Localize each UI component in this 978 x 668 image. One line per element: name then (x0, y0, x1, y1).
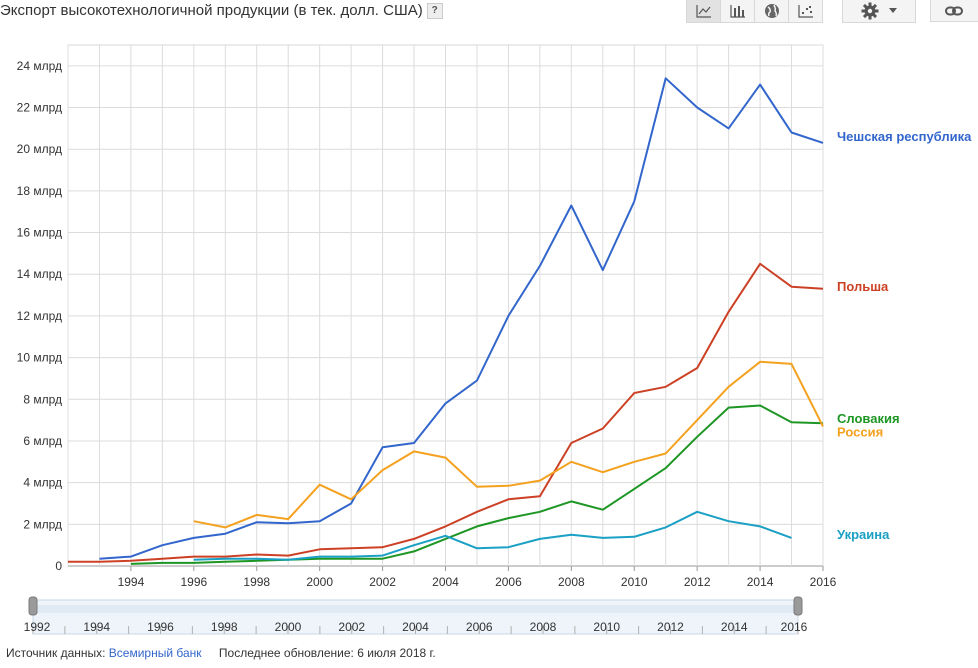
series-line[interactable] (99, 77, 824, 560)
x-tick-label: 2006 (495, 575, 522, 589)
slider-tick-label: 2004 (402, 620, 429, 634)
y-tick-label: 16 млрд (17, 226, 62, 240)
x-tick-label: 2000 (306, 575, 333, 589)
series-label[interactable]: Польша (837, 279, 889, 294)
slider-tick-label: 2002 (338, 620, 365, 634)
slider-tick-label: 2008 (530, 620, 557, 634)
page-title: Экспорт высокотехнологичной продукции (в… (0, 2, 443, 20)
y-tick-label: 4 млрд (23, 476, 62, 490)
source-link[interactable]: Всемирный банк (108, 646, 202, 660)
x-tick-label: 2016 (810, 575, 837, 589)
y-tick-label: 0 (55, 559, 62, 573)
bar-chart-button[interactable] (721, 0, 755, 22)
y-tick-label: 14 млрд (17, 267, 62, 281)
slider-tick-label: 2006 (466, 620, 493, 634)
scatter-chart-button[interactable] (789, 0, 822, 22)
slider-tick-label: 2012 (657, 620, 684, 634)
map-button[interactable] (755, 0, 789, 22)
link-icon (945, 6, 963, 15)
x-tick-label: 2004 (432, 575, 459, 589)
range-slider-track (33, 605, 798, 613)
y-tick-label: 18 млрд (17, 184, 62, 198)
slider-tick-label: 2014 (721, 620, 748, 634)
x-tick-label: 2014 (747, 575, 774, 589)
series-label[interactable]: Чешская республика (837, 129, 972, 144)
range-end-handle[interactable] (793, 596, 803, 616)
settings-button[interactable] (842, 0, 916, 23)
series-line[interactable] (130, 404, 824, 565)
y-tick-label: 22 млрд (17, 101, 62, 115)
slider-tick-label: 1992 (24, 620, 51, 634)
slider-tick-label: 1996 (147, 620, 174, 634)
series-line[interactable] (68, 262, 824, 563)
y-tick-label: 6 млрд (23, 434, 62, 448)
last-updated: Последнее обновление: 6 июля 2018 г. (218, 646, 436, 660)
scatter-chart-icon (797, 5, 813, 18)
source-label: Источник данных: (6, 646, 106, 660)
y-tick-label: 12 млрд (17, 309, 62, 323)
series-label[interactable]: Украина (837, 527, 890, 542)
x-tick-label: 2010 (621, 575, 648, 589)
footer: Источник данных: Всемирный банк Последне… (6, 646, 436, 660)
line-chart-button[interactable] (687, 0, 721, 22)
x-tick-label: 2012 (684, 575, 711, 589)
range-start-handle[interactable] (28, 596, 38, 616)
slider-tick-label: 1998 (211, 620, 238, 634)
chevron-down-icon (889, 8, 897, 13)
slider-tick-label: 2010 (593, 620, 620, 634)
chart-title: Экспорт высокотехнологичной продукции (в… (0, 2, 423, 19)
series-label[interactable]: Словакия (837, 411, 900, 426)
series-line[interactable] (193, 360, 824, 529)
share-link-button[interactable] (930, 0, 978, 22)
y-tick-label: 20 млрд (17, 142, 62, 156)
x-tick-label: 1996 (180, 575, 207, 589)
slider-tick-label: 2000 (275, 620, 302, 634)
gear-icon (861, 2, 879, 20)
globe-icon (764, 4, 779, 18)
y-tick-label: 24 млрд (17, 59, 62, 73)
line-chart-icon (695, 5, 711, 18)
series-label[interactable]: Россия (837, 424, 883, 439)
chart-type-toolbar (686, 0, 823, 23)
line-chart: 0 2 млрд 4 млрд 6 млрд 8 млрд 10 млрд 12 млрд 1… (17, 44, 972, 635)
y-tick-label: 10 млрд (17, 351, 62, 365)
slider-tick-label: 1994 (83, 620, 110, 634)
slider-tick-label: 2016 (781, 620, 808, 634)
x-tick-label: 1998 (243, 575, 270, 589)
x-tick-label: 2008 (558, 575, 585, 589)
x-tick-label: 1994 (118, 575, 145, 589)
help-icon[interactable]: ? (426, 3, 443, 20)
series-line[interactable] (193, 510, 792, 561)
y-tick-label: 2 млрд (23, 517, 62, 531)
bar-chart-icon (729, 5, 745, 18)
y-tick-label: 8 млрд (23, 392, 62, 406)
x-tick-label: 2002 (369, 575, 396, 589)
